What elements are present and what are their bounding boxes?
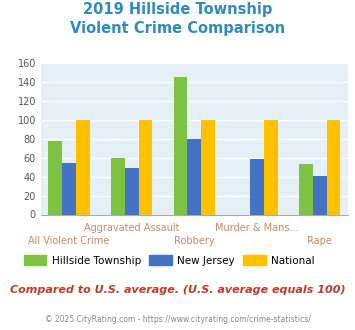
- Bar: [327, 120, 340, 214]
- Text: Murder & Mans...: Murder & Mans...: [215, 223, 299, 233]
- Text: Robbery: Robbery: [174, 236, 215, 246]
- Text: Compared to U.S. average. (U.S. average equals 100): Compared to U.S. average. (U.S. average …: [10, 285, 345, 295]
- Legend: Hillside Township, New Jersey, National: Hillside Township, New Jersey, National: [20, 251, 319, 270]
- Text: Aggravated Assault: Aggravated Assault: [84, 223, 179, 233]
- Text: All Violent Crime: All Violent Crime: [28, 236, 110, 246]
- Bar: [111, 158, 125, 214]
- Bar: [48, 142, 62, 214]
- Bar: [250, 158, 264, 215]
- Bar: [201, 120, 215, 214]
- Bar: [299, 164, 313, 214]
- Text: © 2025 CityRating.com - https://www.cityrating.com/crime-statistics/: © 2025 CityRating.com - https://www.city…: [45, 315, 310, 324]
- Bar: [264, 120, 278, 214]
- Bar: [138, 120, 152, 214]
- Text: Rape: Rape: [307, 236, 332, 246]
- Text: Violent Crime Comparison: Violent Crime Comparison: [70, 21, 285, 36]
- Bar: [174, 77, 187, 214]
- Bar: [313, 176, 327, 214]
- Bar: [76, 120, 90, 214]
- Text: 2019 Hillside Township: 2019 Hillside Township: [83, 2, 272, 16]
- Bar: [125, 168, 138, 214]
- Bar: [187, 139, 201, 214]
- Bar: [62, 163, 76, 214]
